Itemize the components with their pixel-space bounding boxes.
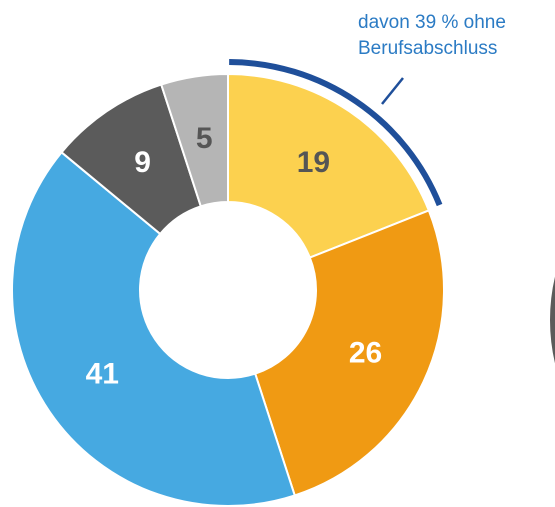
annotation-arc — [229, 59, 443, 207]
data-label: 26 — [349, 337, 382, 370]
annotation-line-2: Berufsabschluss — [358, 38, 497, 59]
donut-segment — [11, 150, 297, 507]
data-label: 9 — [134, 146, 151, 179]
data-label: 19 — [297, 146, 330, 179]
donut-segment — [253, 209, 445, 497]
annotation-line-1: davon 39 % ohne — [358, 12, 506, 33]
data-label: 5 — [196, 122, 213, 155]
donut-segment — [227, 72, 431, 259]
annotation-leader — [381, 77, 404, 105]
donut-segment — [159, 72, 229, 208]
data-label: 41 — [86, 357, 119, 390]
